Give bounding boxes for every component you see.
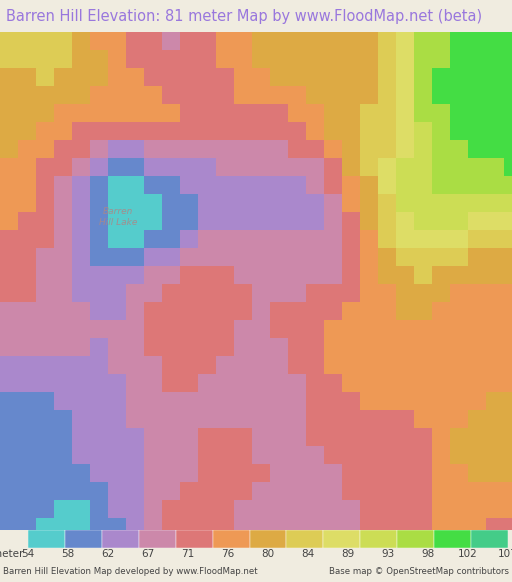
Bar [324,530,360,548]
Text: 62: 62 [101,549,115,559]
Text: meter: meter [0,549,23,559]
Text: 76: 76 [221,549,234,559]
Bar [434,530,471,548]
Bar [360,530,397,548]
Text: 67: 67 [141,549,155,559]
Bar [397,530,434,548]
Bar [212,530,249,548]
Text: Barren
Hill Lake: Barren Hill Lake [99,207,137,227]
Bar [471,530,508,548]
Bar [65,530,102,548]
Bar [28,530,65,548]
Text: 80: 80 [262,549,274,559]
Text: Barren Hill Elevation Map developed by www.FloodMap.net: Barren Hill Elevation Map developed by w… [3,567,257,577]
Bar [249,530,286,548]
Text: 98: 98 [421,549,435,559]
Text: Barren Hill Elevation: 81 meter Map by www.FloodMap.net (beta): Barren Hill Elevation: 81 meter Map by w… [6,9,482,23]
Text: 84: 84 [302,549,315,559]
Text: 89: 89 [342,549,355,559]
Text: 107: 107 [498,549,512,559]
Text: 93: 93 [381,549,395,559]
Bar [139,530,176,548]
Bar [286,530,324,548]
Bar [176,530,212,548]
Text: 71: 71 [181,549,195,559]
Bar [102,530,139,548]
Text: Base map © OpenStreetMap contributors: Base map © OpenStreetMap contributors [329,567,509,577]
Text: 54: 54 [22,549,35,559]
Text: 102: 102 [458,549,478,559]
Text: 58: 58 [61,549,75,559]
